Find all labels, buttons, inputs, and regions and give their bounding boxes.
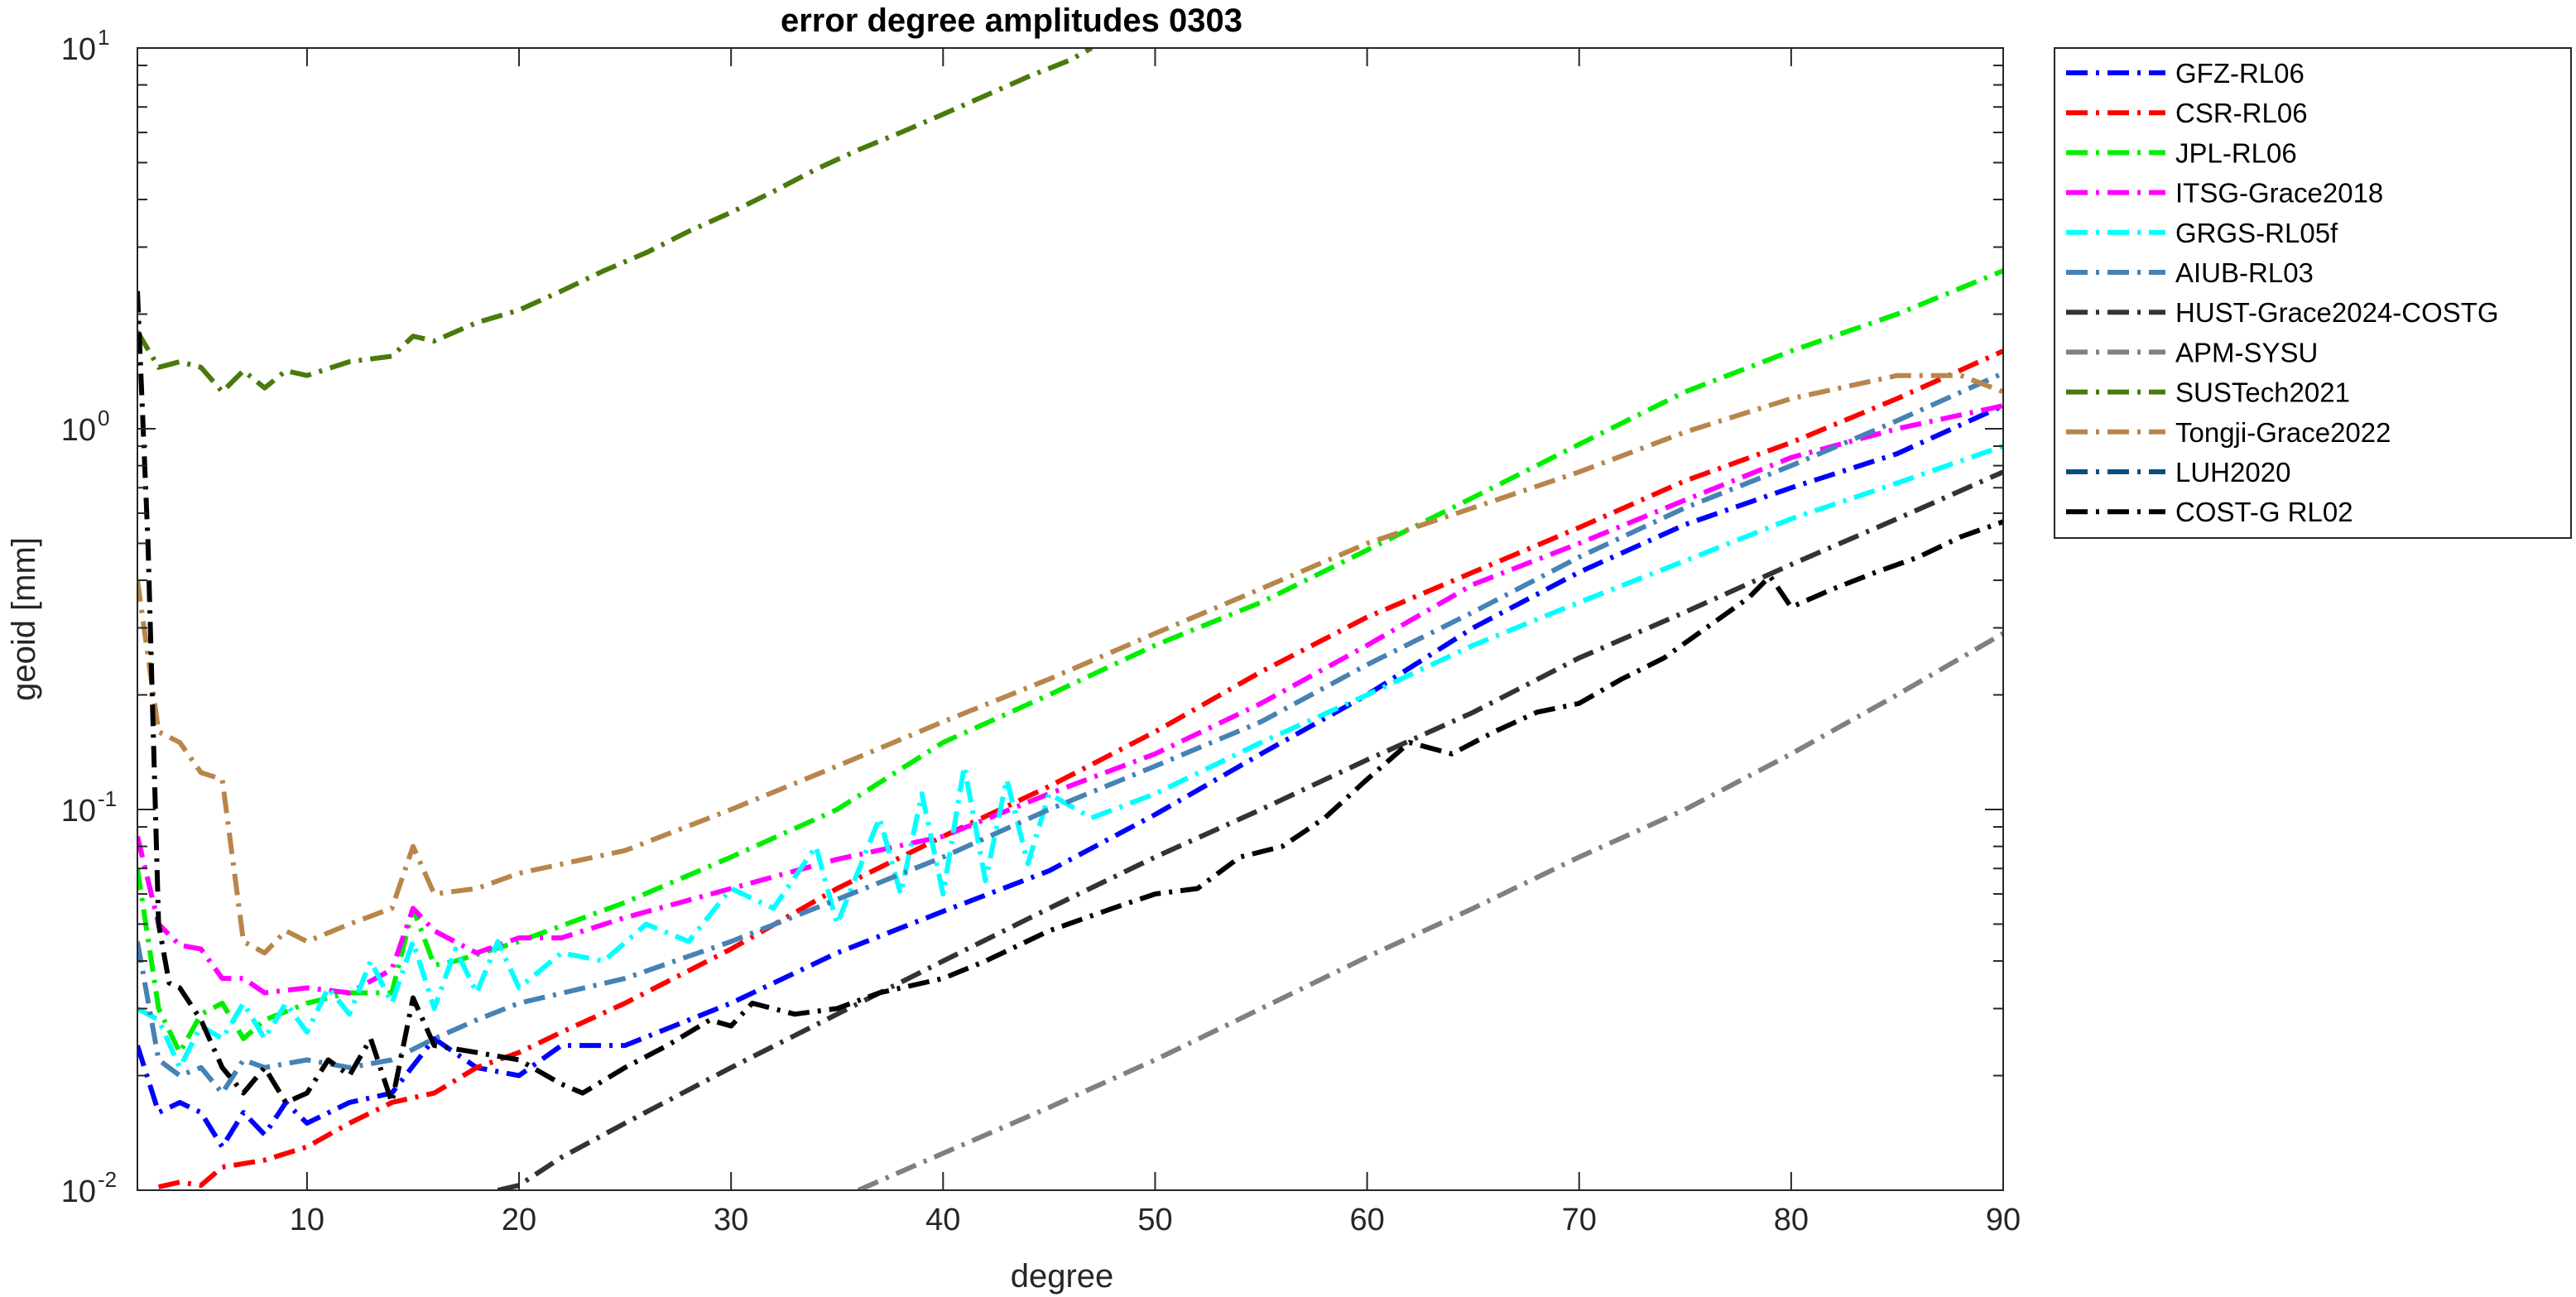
x-axis-label: degree [1011,1258,1114,1295]
y-axis-label: geoid [mm] [6,537,42,701]
series-line-7 [857,631,2003,1190]
x-tick-label: 20 [502,1203,536,1237]
legend: GFZ-RL06 CSR-RL06 JPL-RL06 ITSG-Grace2018 GR… [2054,47,2572,539]
series-line-3 [137,403,2003,996]
legend-label-2: JPL-RL06 [2175,137,2297,168]
x-tick-label: 90 [1986,1203,2021,1237]
y-tick-exponent: -2 [98,1167,117,1192]
series-line-0 [137,403,2003,1150]
x-tick-label: 10 [290,1203,324,1237]
legend-label-7: APM-SYSU [2175,337,2318,367]
series-line-11 [137,291,2003,1105]
plot-frame [137,47,2004,1191]
legend-label-6: HUST-Grace2024-COSTG [2175,297,2499,328]
legend-label-3: ITSG-Grace2018 [2175,178,2383,209]
series-line-9 [137,372,2003,956]
x-tick-label: 60 [1349,1203,1384,1237]
x-tick-label: 70 [1562,1203,1597,1237]
legend-items: GFZ-RL06 CSR-RL06 JPL-RL06 ITSG-Grace2018 GR… [2066,58,2499,527]
y-tick-label: 10 [61,794,96,829]
y-tick-exponent: 1 [98,25,109,50]
legend-label-9: Tongji-Grace2022 [2175,417,2391,448]
legend-label-5: AIUB-RL03 [2175,257,2314,288]
x-tick-label: 50 [1137,1203,1172,1237]
legend-label-10: LUH2020 [2175,457,2290,488]
y-tick-exponent: 0 [98,406,109,430]
y-tick-label: 10 [61,32,96,67]
legend-label-8: SUSTech2021 [2175,377,2350,408]
legend-label-0: GFZ-RL06 [2175,58,2304,89]
series-layer [137,48,2003,1190]
series-line-8 [137,48,1093,395]
plot-area [137,48,2003,1190]
series-line-5 [137,371,2003,1096]
legend-label-1: CSR-RL06 [2175,98,2308,128]
series-line-4 [137,444,2003,1070]
series-line-1 [157,348,2003,1189]
legend-label-11: COST-G RL02 [2175,497,2353,527]
x-tick-label: 40 [925,1203,960,1237]
x-tick-label: 80 [1774,1203,1809,1237]
y-tick-label: 10 [61,1175,96,1209]
legend-label-4: GRGS-RL05f [2175,218,2338,248]
x-tick-label: 30 [714,1203,748,1237]
legend-box [2054,47,2572,539]
y-tick-label: 10 [61,413,96,448]
y-tick-exponent: -1 [98,786,117,811]
chart-title: error degree amplitudes 0303 [781,2,1242,39]
